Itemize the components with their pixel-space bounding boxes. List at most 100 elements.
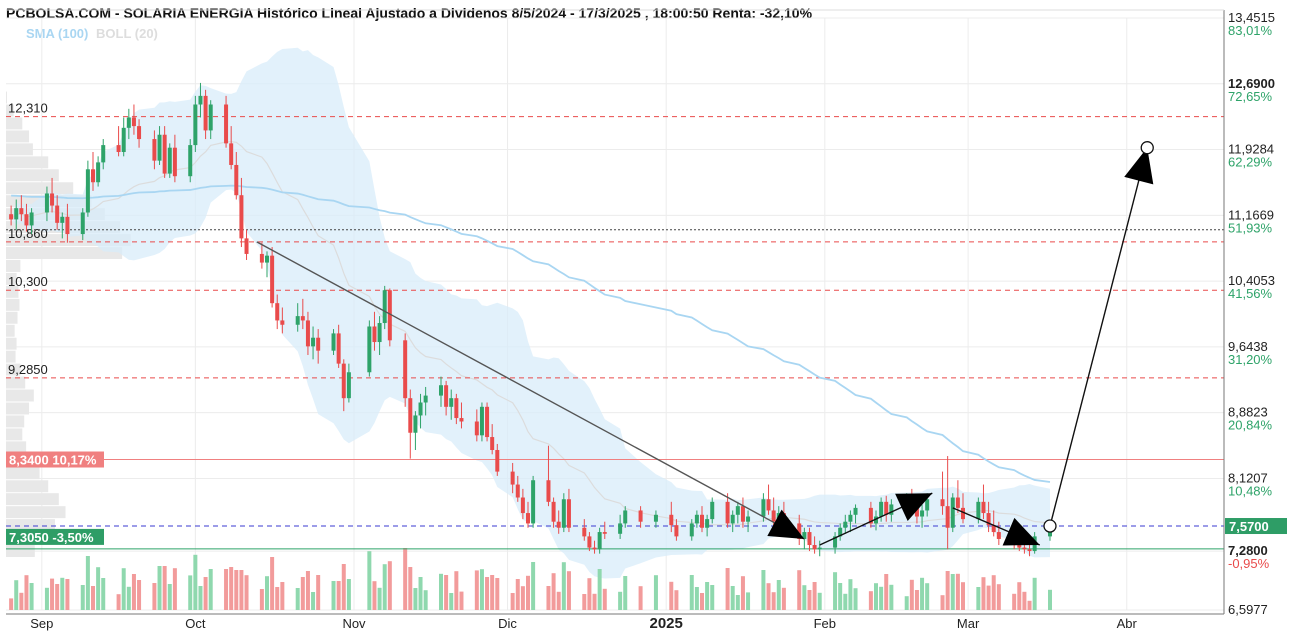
volume-bar [833,572,838,610]
volume-bar [781,587,786,610]
candle-body [44,193,49,213]
bollinger-fill [11,47,1050,579]
volume-bar [766,583,771,610]
volume-bar [925,583,930,610]
volume-bar [193,554,198,610]
candle-body [331,333,336,351]
volume-bar [884,574,889,610]
candle-body [838,527,843,537]
candle-body [50,193,55,206]
legend-boll[interactable]: BOLL (20) [96,26,158,41]
trend-arrow-head [767,509,805,539]
volume-bar [710,585,715,610]
profile-bar [6,519,55,532]
candle-body [162,134,167,174]
volume-bar [955,573,960,610]
candle-body [587,536,592,548]
candle-body [797,523,802,539]
volume-bar [771,592,776,610]
candle-body [91,169,95,183]
arrow-end-marker [1140,141,1154,155]
candle-body [29,212,34,226]
x-tick-label: Sep [30,616,53,631]
candle-body [377,323,382,343]
volume-bar [116,594,121,610]
volume-bar [188,575,193,610]
sma-100-line [11,184,1051,483]
volume-bar [336,581,341,610]
candle-body [311,337,316,347]
profile-bar [6,130,30,143]
candle-body [423,395,428,403]
level-label: 10,860 [8,226,48,241]
candle-body [515,484,520,498]
volume-bars [9,548,1052,610]
volume-bar [203,577,208,610]
candle-body [172,147,177,177]
candle-body [14,208,19,220]
volume-bar [817,592,822,610]
y-tick-percent: 41,56% [1228,286,1273,301]
volume-bar [208,569,213,610]
candle-body [761,499,766,517]
candle-body [920,510,925,517]
candle-body [341,363,346,399]
volume-bar [582,594,587,610]
volume-bar [331,581,336,610]
volume-bar [638,586,643,610]
volume-bar [914,590,919,610]
candle-body [653,514,658,522]
volume-bar [403,548,408,610]
candle-body [459,418,464,422]
candle-body [561,499,566,528]
candle-body [884,501,889,515]
candle-body [638,510,643,522]
profile-bar [6,285,19,298]
volume-bar [843,593,848,610]
profile-bar [6,441,27,454]
candle-body [305,320,310,347]
volume-bar [167,584,172,610]
volume-bar [244,575,249,610]
candle-body [551,501,556,522]
profile-bar [6,415,25,428]
candle-body [203,95,208,131]
profile-bar [6,337,17,350]
candle-body [300,316,305,321]
x-tick-label: Dic [498,616,517,631]
candle-body [914,507,919,517]
profile-bar [6,169,59,182]
candle-body [618,523,623,534]
candle-body [259,253,264,263]
candle-body [418,402,423,416]
volume-bar [121,568,126,610]
volume-bar [510,593,515,610]
profile-bar [6,389,34,402]
candle-body [669,514,674,526]
candle-body [157,134,162,161]
volume-bar [1022,591,1027,610]
candle-body [802,532,807,539]
volume-bar [259,589,264,610]
candle-body [1027,549,1032,552]
candle-body [961,507,965,520]
volume-bar [961,582,965,610]
volume-bar [137,580,142,610]
level-box [6,528,104,545]
volume-bar [474,570,479,610]
volume-bar [551,573,556,610]
volume-bar [479,569,484,610]
y-tick-percent: 72,65% [1228,89,1273,104]
volume-bar [152,583,157,610]
candle-body [229,143,234,165]
volume-bar [526,575,530,610]
volume-bar [413,588,418,610]
candlesticks [9,82,1052,557]
volume-bar [838,583,843,610]
candle-body [408,398,413,433]
y-tick-percent: 10,48% [1228,483,1273,498]
volume-bar [382,564,387,610]
y-tick-label: 11,1669 [1228,207,1274,222]
